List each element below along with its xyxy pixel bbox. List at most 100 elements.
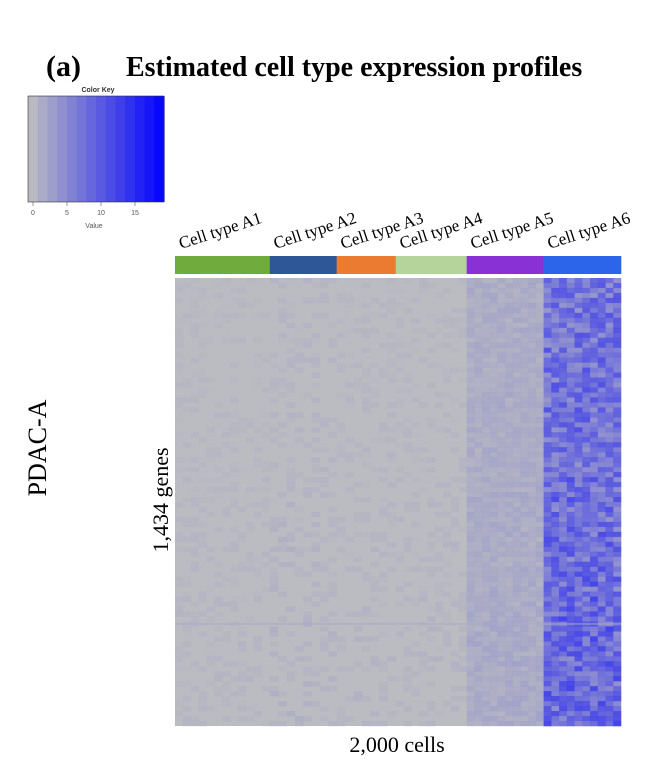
- heatmap-cell: [345, 666, 354, 672]
- heatmap-cell: [489, 477, 498, 483]
- heatmap-cell: [489, 506, 498, 513]
- heatmap-cell: [303, 656, 312, 662]
- heatmap-cell: [206, 487, 215, 493]
- heatmap-cell: [535, 477, 544, 483]
- heatmap-cell: [246, 666, 255, 672]
- heatmap-cell: [311, 467, 321, 473]
- heatmap-cell: [443, 636, 452, 642]
- heatmap-cell: [182, 681, 192, 687]
- heatmap-cell: [613, 367, 622, 373]
- heatmap-cell: [535, 556, 544, 563]
- heatmap-cell: [206, 656, 215, 662]
- heatmap-cell: [378, 477, 388, 483]
- heatmap-cell: [286, 312, 296, 319]
- heatmap-cell: [427, 382, 436, 388]
- heatmap-cell: [182, 497, 192, 503]
- heatmap-cell: [482, 347, 491, 353]
- heatmap-cell: [505, 691, 514, 697]
- heatmap-cell: [466, 302, 475, 309]
- heatmap-cell: [590, 656, 599, 662]
- heatmap-cell: [543, 292, 552, 299]
- heatmap-cell: [535, 566, 544, 572]
- heatmap-cell: [535, 706, 544, 712]
- heatmap-cell: [512, 402, 521, 408]
- heatmap-cell: [269, 721, 279, 727]
- heatmap-cell: [528, 636, 537, 642]
- heatmap-cell: [528, 671, 537, 677]
- heatmap-cell: [543, 521, 552, 528]
- heatmap-cell: [566, 292, 575, 299]
- heatmap-cell: [528, 412, 537, 418]
- heatmap-cell: [482, 526, 491, 533]
- heatmap-cell: [559, 611, 568, 617]
- heatmap-cell: [387, 482, 397, 488]
- heatmap-cell: [328, 472, 337, 478]
- heatmap-cell: [574, 502, 583, 508]
- heatmap-cell: [574, 297, 583, 304]
- heatmap-cell: [489, 332, 498, 339]
- heatmap-cell: [319, 561, 329, 568]
- heatmap-cell: [328, 581, 337, 587]
- heatmap-cell: [489, 437, 498, 443]
- heatmap-cell: [520, 392, 529, 398]
- cell-type-label: Cell type A5: [468, 208, 556, 253]
- heatmap-cell: [597, 676, 606, 682]
- heatmap-cell: [482, 442, 491, 448]
- heatmap-cell: [238, 631, 247, 637]
- heatmap-cell: [535, 666, 544, 672]
- heatmap-cell: [238, 536, 247, 543]
- heatmap-cell: [551, 511, 560, 518]
- heatmap-cell: [520, 317, 529, 324]
- heatmap-cell: [269, 278, 279, 284]
- heatmap-cell: [497, 342, 506, 348]
- heatmap-cell: [597, 352, 606, 358]
- heatmap-cell: [582, 472, 591, 478]
- heatmap-cell: [466, 671, 475, 677]
- heatmap-cell: [597, 706, 606, 712]
- heatmap-cell: [198, 521, 207, 528]
- heatmap-cell: [590, 462, 599, 468]
- heatmap-cell: [566, 422, 575, 428]
- heatmap-cell: [466, 457, 475, 463]
- color-key-swatch: [57, 96, 68, 202]
- heatmap-cell: [566, 651, 575, 657]
- heatmap-cell: [311, 337, 321, 344]
- heatmap-cell: [458, 332, 467, 339]
- heatmap-cell: [319, 282, 329, 289]
- heatmap-cell: [214, 422, 223, 428]
- heatmap-cell: [206, 706, 215, 712]
- heatmap-cell: [362, 387, 371, 393]
- heatmap-cell: [566, 347, 575, 353]
- heatmap-cell: [566, 342, 575, 348]
- heatmap-cell: [597, 332, 606, 339]
- heatmap-cell: [528, 556, 537, 563]
- heatmap-cell: [613, 516, 622, 523]
- heatmap-cell: [590, 377, 599, 383]
- heatmap-cell: [543, 581, 552, 587]
- heatmap-cell: [378, 601, 388, 607]
- heatmap-cell: [512, 417, 521, 423]
- heatmap-cell: [613, 382, 622, 388]
- heatmap-cell: [566, 541, 575, 548]
- heatmap-cell: [559, 641, 568, 647]
- heatmap-cell: [443, 287, 452, 294]
- heatmap-cell: [427, 531, 436, 538]
- heatmap-cell: [551, 676, 560, 682]
- heatmap-cell: [512, 282, 521, 289]
- heatmap-cell: [238, 287, 247, 294]
- heatmap-cell: [559, 556, 568, 563]
- heatmap-cell: [520, 571, 529, 577]
- heatmap-cell: [419, 357, 428, 363]
- heatmap-cell: [582, 487, 591, 493]
- heatmap-cell: [605, 317, 614, 324]
- heatmap-cell: [474, 332, 483, 339]
- heatmap-cell: [482, 407, 491, 413]
- heatmap-cell: [512, 307, 521, 314]
- heatmap-cell: [566, 556, 575, 563]
- heatmap-cell: [427, 656, 436, 662]
- heatmap-cell: [435, 656, 444, 662]
- heatmap-cell: [543, 312, 552, 319]
- heatmap-cell: [311, 546, 321, 553]
- heatmap-cell: [574, 631, 583, 637]
- heatmap-cell: [574, 546, 583, 553]
